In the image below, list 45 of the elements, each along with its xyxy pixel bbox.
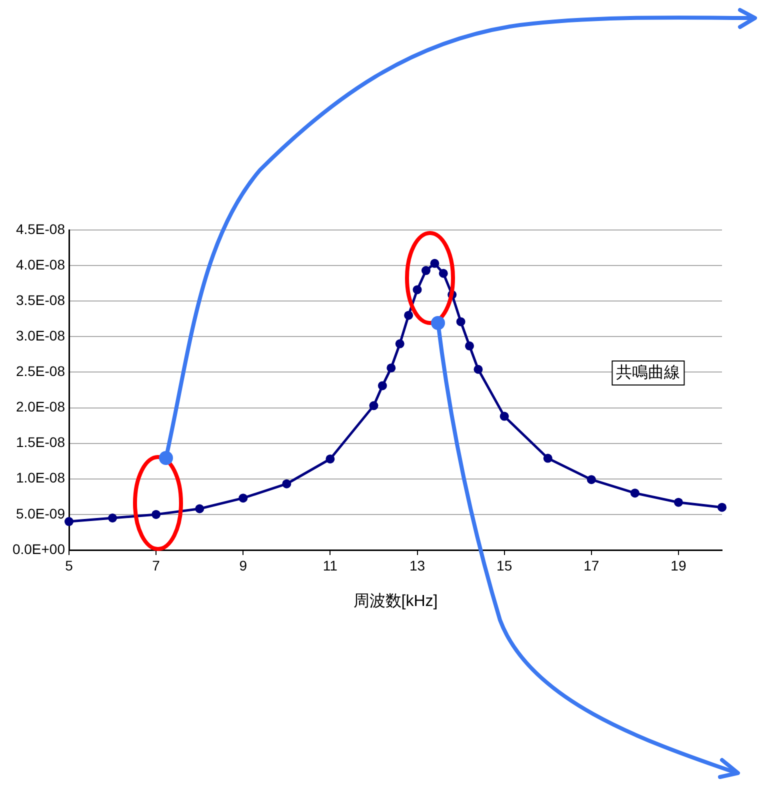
point [430, 258, 440, 268]
point [500, 412, 509, 421]
point [474, 364, 483, 374]
point [369, 401, 378, 410]
point [378, 381, 387, 390]
point [438, 268, 448, 278]
point [586, 475, 596, 484]
y-tick-label: 3.0E-08 [16, 328, 66, 344]
point [718, 502, 726, 512]
x-tick-label: 19 [670, 557, 686, 574]
x-tick-label: 9 [239, 557, 248, 574]
x-axis-title: 周波数[kHz] [353, 592, 438, 610]
point [456, 317, 466, 326]
point [238, 494, 248, 503]
point [195, 504, 204, 514]
point [282, 479, 292, 488]
y-tick-label: 2.5E-08 [16, 363, 66, 380]
y-tick-label: 0.0E+00 [12, 540, 66, 557]
point [64, 517, 74, 526]
point [386, 363, 396, 372]
point [674, 498, 683, 507]
y-tick-label: 5.0E-09 [16, 505, 66, 522]
y-tick-label: 1.0E-08 [16, 470, 66, 486]
point [326, 454, 335, 464]
y-tick-label: 2.0E-08 [16, 398, 66, 415]
point [395, 339, 404, 348]
x-tick-label: 5 [65, 557, 74, 574]
y-tick-label: 4.5E-08 [16, 220, 66, 237]
x-tick-label: 17 [584, 557, 600, 574]
point [630, 488, 640, 498]
y-tick-label: 4.0E-08 [16, 256, 66, 272]
y-tick-label: 3.5E-08 [16, 292, 66, 308]
point [404, 310, 414, 320]
annotation: 共鳴曲線 [616, 363, 680, 382]
point [465, 341, 474, 350]
point [412, 285, 422, 294]
y-tick-label: 1.5E-08 [16, 434, 66, 450]
x-tick-label: 13 [409, 557, 426, 574]
point [108, 514, 118, 522]
x-tick-label: 11 [322, 557, 338, 574]
point [152, 510, 161, 519]
point [421, 266, 430, 276]
x-tick-label: 7 [152, 557, 160, 574]
x-tick-label: 15 [496, 557, 512, 574]
point [543, 454, 552, 463]
